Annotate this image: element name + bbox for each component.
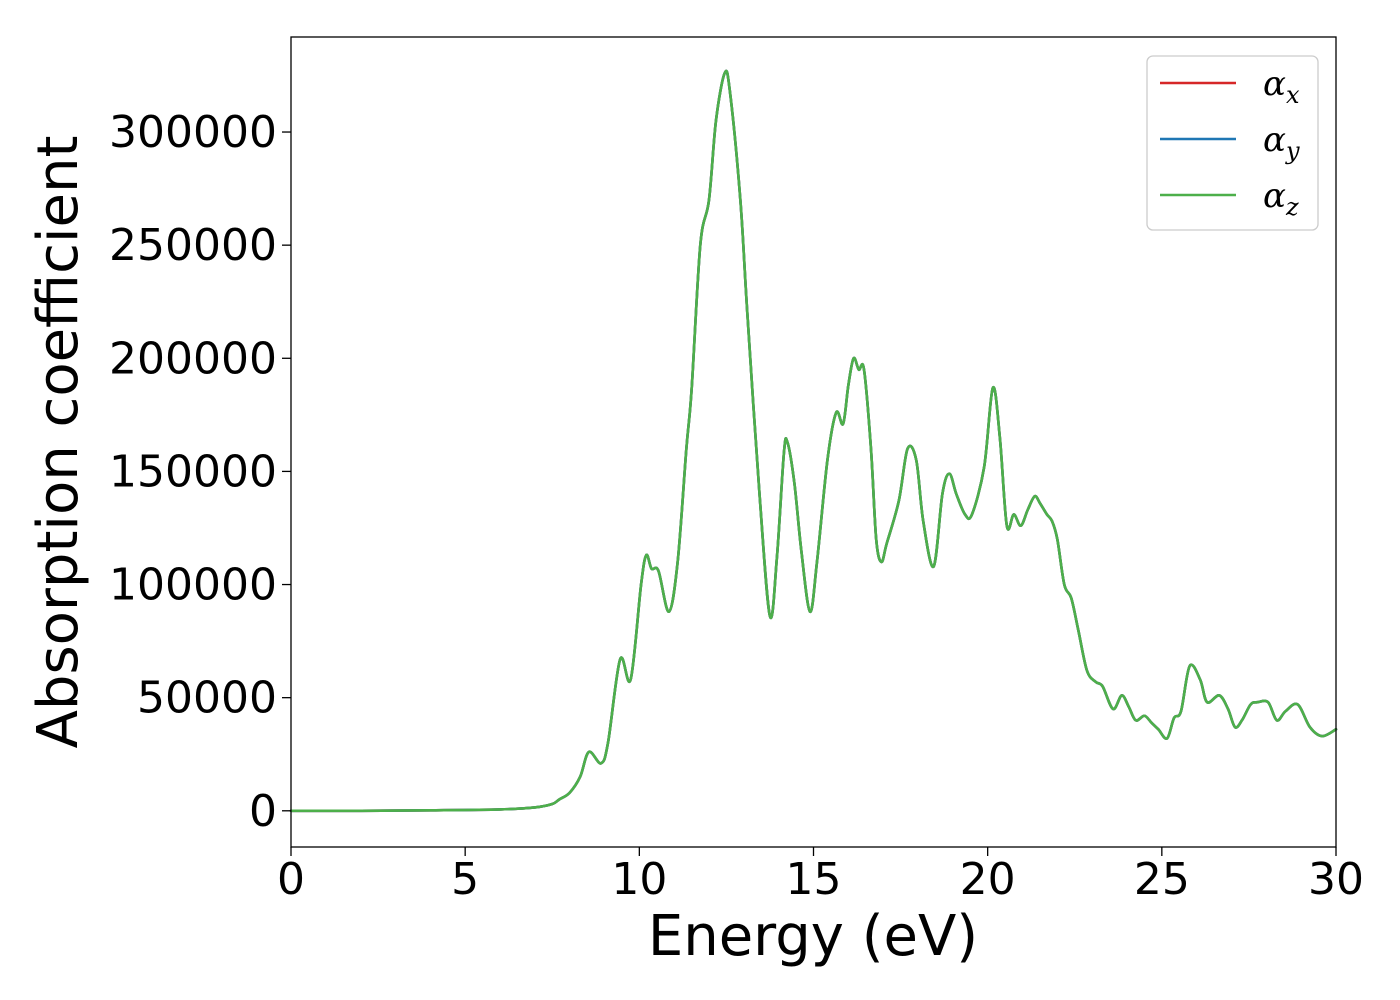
series-line-alpha-z xyxy=(289,69,1338,813)
y-axis-label: Absorption coefficient xyxy=(26,136,91,749)
x-tick-label: 10 xyxy=(611,854,667,905)
y-tick-label: 200000 xyxy=(109,333,277,384)
y-tick-label: 50000 xyxy=(137,673,277,724)
legend-label-alpha-z: αz xyxy=(1263,176,1299,221)
y-tick-label: 300000 xyxy=(109,107,277,158)
x-tick-label: 15 xyxy=(786,854,842,905)
x-tick-label: 25 xyxy=(1134,854,1190,905)
x-tick-label: 0 xyxy=(277,854,305,905)
y-tick-label: 0 xyxy=(249,786,277,837)
x-axis: 0 5 10 15 20 25 30 xyxy=(277,847,1364,905)
y-axis: 0 50000 100000 150000 200000 250000 300000 xyxy=(109,107,291,837)
y-tick-label: 100000 xyxy=(109,560,277,611)
x-tick-label: 5 xyxy=(451,854,479,905)
x-tick-label: 20 xyxy=(960,854,1016,905)
plot-lines xyxy=(289,69,1338,813)
x-axis-label: Energy (eV) xyxy=(648,904,978,969)
legend-box xyxy=(1146,55,1319,231)
y-tick-label: 150000 xyxy=(109,446,277,497)
x-tick-label: 30 xyxy=(1308,854,1364,905)
y-tick-label: 250000 xyxy=(109,220,277,271)
